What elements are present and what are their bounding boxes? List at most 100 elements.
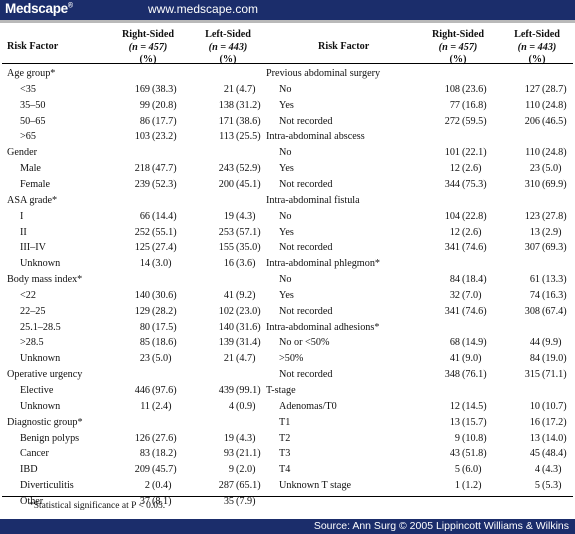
- left-sided-count: 206: [524, 115, 540, 127]
- left-sided-count: 5: [534, 480, 540, 492]
- left-sided-count: 439: [218, 385, 234, 396]
- left-sided-count: 110: [525, 147, 540, 159]
- right-sided-count: 344: [444, 178, 460, 190]
- left-sided-count: 171: [218, 115, 234, 127]
- left-sided-count: 35: [223, 495, 234, 507]
- right-sided-percent: (8.1): [152, 495, 172, 507]
- right-sided-count: 14: [139, 258, 150, 270]
- left-sided-percent: (31.2): [236, 99, 261, 111]
- left-sided-percent: (13.3): [542, 274, 567, 286]
- table-row: Benign polyps 126 19 (27.6) (4.3): [0, 431, 575, 447]
- right-sided-percent: (28.2): [152, 305, 177, 317]
- table-row: Unknown 23 21 (5.0) (4.7): [0, 351, 575, 367]
- row-label: Unknown T stage: [279, 480, 352, 492]
- row-label: Male: [20, 163, 41, 175]
- header-right-sided-left: Right-Sided (n = 457) (%): [121, 29, 175, 65]
- row-label: Yes: [279, 226, 294, 238]
- header-left-sided-left: Left-Sided (n = 443) (%): [205, 29, 251, 65]
- right-sided-percent: (17.7): [152, 115, 177, 127]
- row-label: Not recorded: [279, 115, 333, 127]
- right-sided-count: 341: [444, 242, 460, 254]
- left-sided-count: 315: [524, 369, 540, 381]
- row-label: No: [279, 274, 292, 286]
- table-row: <22 140 41 (30.6) (9.2): [0, 288, 575, 304]
- left-sided-count: 4: [228, 400, 234, 412]
- row-label: III–IV: [20, 242, 47, 254]
- left-sided-percent: (57.1): [236, 226, 261, 238]
- row-label: Yes: [279, 289, 294, 301]
- right-sided-count: 84: [449, 274, 460, 286]
- right-sided-count: 41: [449, 353, 460, 365]
- left-sided-percent: (35.0): [236, 242, 261, 254]
- row-label: <35: [20, 83, 36, 95]
- row-label: Unknown: [20, 353, 61, 365]
- left-sided-count: 84: [529, 353, 540, 365]
- right-sided-count: 129: [134, 305, 150, 317]
- right-sided-count: 1: [454, 480, 460, 492]
- right-sided-percent: (10.8): [462, 432, 487, 444]
- site-url[interactable]: www.medscape.com: [148, 2, 259, 16]
- table-row: >28.5 85 139 (18.6) (31.4): [0, 335, 575, 351]
- right-sided-count: 12: [449, 226, 460, 238]
- table-group-row: ASA grade*: [0, 193, 575, 209]
- row-label: No or <50%: [279, 337, 330, 349]
- table-group-row: Previous abdominal surgery: [0, 66, 575, 82]
- left-sided-percent: (67.4): [542, 305, 567, 317]
- row-label: Not recorded: [279, 305, 333, 317]
- table-row: Yes 77 110 (16.8) (24.8): [0, 98, 575, 114]
- left-sided-percent: (14.0): [542, 432, 567, 444]
- left-sided-percent: (17.2): [542, 416, 567, 428]
- table-row: T1 13 16 (15.7) (17.2): [0, 415, 575, 431]
- left-sided-count: 23: [529, 163, 540, 175]
- table-row: Not recorded 344 310 (75.3) (69.9): [0, 177, 575, 193]
- header-rule: [2, 63, 573, 64]
- right-sided-percent: (16.8): [462, 99, 487, 111]
- left-sided-percent: (2.9): [542, 226, 562, 238]
- left-sided-count: 110: [525, 99, 540, 111]
- table-group-row: Diagnostic group*: [0, 415, 575, 431]
- right-sided-percent: (22.1): [462, 147, 487, 159]
- left-sided-percent: (28.7): [542, 83, 567, 95]
- source-bar: Source: Ann Surg © 2005 Lippincott Willi…: [0, 519, 575, 534]
- right-sided-count: 12: [449, 163, 460, 175]
- right-sided-percent: (20.8): [152, 99, 177, 111]
- header-left-sided-right: Left-Sided (n = 443) (%): [514, 29, 560, 65]
- table-row: 35–50 99 138 (20.8) (31.2): [0, 98, 575, 114]
- table-row: Female 239 200 (52.3) (45.1): [0, 177, 575, 193]
- table-row: Adenomas/T0 12 10 (14.5) (10.7): [0, 399, 575, 415]
- right-sided-count: 83: [139, 448, 150, 460]
- row-label: T3: [279, 448, 291, 460]
- group-label: Age group*: [7, 68, 56, 79]
- left-sided-percent: (4.7): [236, 83, 256, 95]
- table-row: 22–25 129 102 (28.2) (23.0): [0, 304, 575, 320]
- medscape-logo[interactable]: Medscape®: [5, 1, 73, 16]
- table-group-row: Age group*: [0, 66, 575, 82]
- right-sided-percent: (14.4): [152, 210, 177, 222]
- row-label: Adenomas/T0: [279, 400, 337, 412]
- table-row: Diverticulitis 2 287 (0.4) (65.1): [0, 478, 575, 494]
- row-label: Not recorded: [279, 369, 333, 381]
- right-sided-count: 66: [139, 210, 150, 222]
- left-sided-percent: (45.1): [236, 178, 261, 190]
- left-sided-percent: (48.4): [542, 448, 567, 460]
- right-sided-count: 13: [449, 416, 460, 428]
- row-label: Unknown: [20, 400, 61, 412]
- left-sided-percent: (2.0): [236, 464, 256, 476]
- left-sided-count: 19: [223, 210, 234, 222]
- right-sided-percent: (76.1): [462, 369, 487, 381]
- right-sided-count: 252: [134, 226, 150, 238]
- table-row: T3 43 45 (51.8) (48.4): [0, 446, 575, 462]
- right-sided-count: 140: [134, 289, 150, 301]
- table-row: No 101 110 (22.1) (24.8): [0, 145, 575, 161]
- row-label: >65: [20, 131, 36, 143]
- left-sided-percent: (7.9): [236, 495, 256, 507]
- table-row: Not recorded 272 206 (59.5) (46.5): [0, 114, 575, 130]
- banner-divider: [0, 20, 575, 23]
- left-sided-percent: (38.6): [236, 115, 261, 127]
- banner: Medscape® www.medscape.com: [0, 0, 575, 20]
- left-sided-count: 155: [218, 242, 234, 254]
- right-sided-count: 341: [444, 305, 460, 317]
- row-label: Diverticulitis: [20, 480, 74, 492]
- table-row: Not recorded 341 307 (74.6) (69.3): [0, 240, 575, 256]
- left-sided-percent: (24.8): [542, 147, 567, 159]
